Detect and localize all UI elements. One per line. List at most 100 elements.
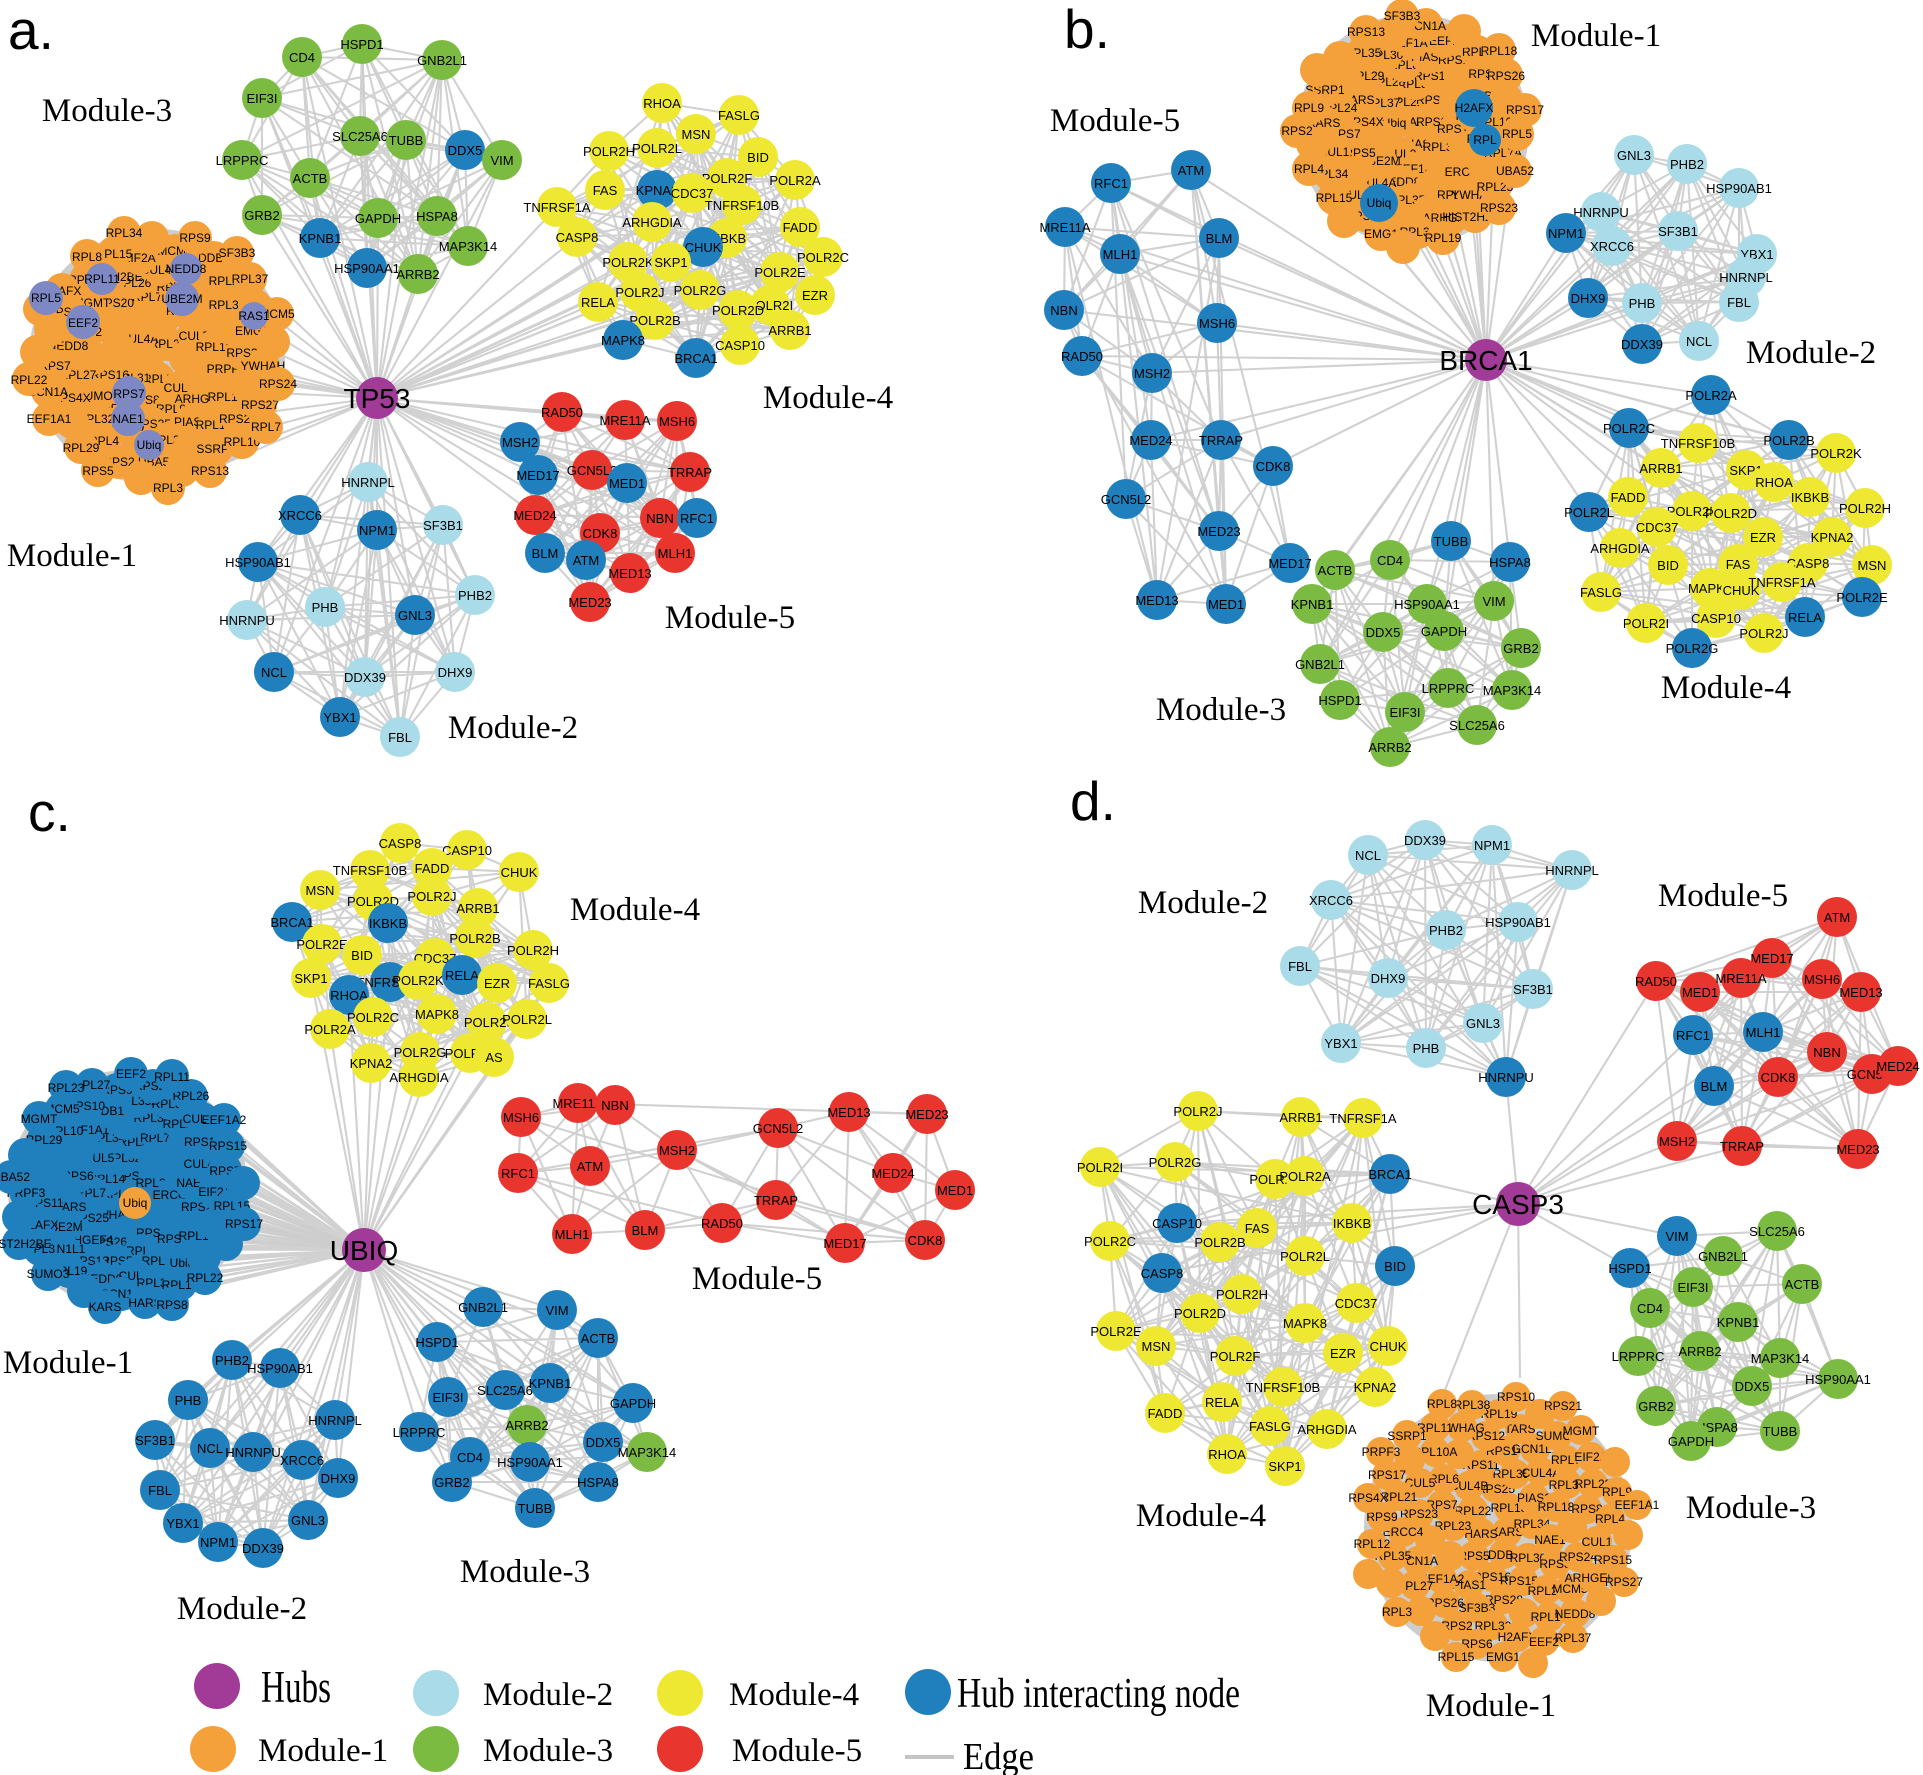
svg-text:MSN: MSN <box>682 127 711 142</box>
svg-text:POLR2H: POLR2H <box>583 144 635 159</box>
svg-text:PHB2: PHB2 <box>1670 157 1704 172</box>
svg-text:NCL: NCL <box>197 1441 223 1456</box>
svg-text:RPS17: RPS17 <box>1368 1468 1406 1482</box>
svg-text:RPL8: RPL8 <box>1427 1397 1457 1411</box>
svg-text:MAPK8: MAPK8 <box>415 1007 459 1022</box>
svg-text:DDX39: DDX39 <box>344 670 386 685</box>
svg-text:TARS: TARS <box>1504 1422 1535 1436</box>
svg-text:TRRAP: TRRAP <box>1199 433 1243 448</box>
svg-text:SF3B3: SF3B3 <box>219 246 256 260</box>
svg-text:HNRNPL: HNRNPL <box>308 1413 361 1428</box>
svg-text:RPL5: RPL5 <box>31 291 61 305</box>
svg-text:RPS6: RPS6 <box>1461 1637 1493 1651</box>
svg-text:CHUK: CHUK <box>1370 1339 1407 1354</box>
svg-text:ARHGDIA: ARHGDIA <box>1590 541 1650 556</box>
svg-text:TRRAP: TRRAP <box>1720 1139 1764 1154</box>
svg-text:POLR2K: POLR2K <box>1810 446 1862 461</box>
svg-text:RPL7: RPL7 <box>251 420 281 434</box>
svg-text:H2AFX: H2AFX <box>1455 101 1494 115</box>
svg-text:FASLG: FASLG <box>1580 585 1622 600</box>
svg-text:EZR: EZR <box>1750 530 1776 545</box>
svg-text:TNFRSF1A: TNFRSF1A <box>1748 575 1816 590</box>
svg-text:RPL15: RPL15 <box>1316 191 1353 205</box>
svg-text:RPL26: RPL26 <box>173 1089 210 1103</box>
svg-text:RPL32: RPL32 <box>1475 1619 1512 1633</box>
svg-text:NPM1: NPM1 <box>1548 226 1584 241</box>
svg-text:RPS8: RPS8 <box>156 1298 188 1312</box>
svg-text:GNL3: GNL3 <box>1617 148 1651 163</box>
svg-text:IKBKB: IKBKB <box>1791 490 1829 505</box>
svg-text:POLR2D: POLR2D <box>712 303 764 318</box>
svg-text:MRE11A: MRE11A <box>599 413 650 428</box>
svg-text:POLR2H: POLR2H <box>1839 501 1891 516</box>
svg-text:RELA: RELA <box>445 968 479 983</box>
svg-text:RPS13: RPS13 <box>1347 25 1385 39</box>
svg-text:MAP3K14: MAP3K14 <box>618 1445 677 1460</box>
svg-text:GRB2: GRB2 <box>434 1475 469 1490</box>
svg-text:MSN: MSN <box>1858 558 1887 573</box>
svg-text:CHUK: CHUK <box>501 865 538 880</box>
svg-text:BID: BID <box>1657 558 1679 573</box>
svg-text:MRE11A: MRE11A <box>1715 971 1766 986</box>
svg-text:CASP8: CASP8 <box>556 230 599 245</box>
svg-text:DDX39: DDX39 <box>1621 337 1663 352</box>
svg-text:BID: BID <box>747 150 769 165</box>
svg-text:RFC1: RFC1 <box>680 511 714 526</box>
svg-text:FAS: FAS <box>1245 1221 1270 1236</box>
svg-text:HNRNPU: HNRNPU <box>225 1445 281 1460</box>
svg-text:Module-3: Module-3 <box>42 93 172 129</box>
svg-text:Module-5: Module-5 <box>1658 878 1788 914</box>
svg-text:MED1: MED1 <box>1208 597 1244 612</box>
svg-text:RPL12: RPL12 <box>1354 1537 1391 1551</box>
svg-text:HARS: HARS <box>1464 1527 1497 1541</box>
svg-text:TUBB: TUBB <box>389 133 424 148</box>
svg-text:BLM: BLM <box>1701 1079 1728 1094</box>
svg-text:LRPPRC: LRPPRC <box>216 153 269 168</box>
svg-text:POLR2H: POLR2H <box>507 943 559 958</box>
svg-text:NCL: NCL <box>1686 334 1712 349</box>
svg-text:RPL38: RPL38 <box>1454 1398 1491 1412</box>
svg-text:TNFRSF10B: TNFRSF10B <box>705 198 779 213</box>
svg-text:RPS7: RPS7 <box>1426 1498 1458 1512</box>
svg-text:MCM5: MCM5 <box>1552 1582 1588 1596</box>
svg-text:SCN1A: SCN1A <box>1398 1554 1438 1568</box>
svg-text:DHX9: DHX9 <box>438 665 473 680</box>
svg-text:RPL3: RPL3 <box>153 481 183 495</box>
svg-text:GNB2L1: GNB2L1 <box>1698 1249 1748 1264</box>
svg-text:MED23: MED23 <box>905 1107 948 1122</box>
svg-text:Module-4: Module-4 <box>763 380 893 416</box>
svg-text:TNFRSF1A: TNFRSF1A <box>1329 1111 1397 1126</box>
svg-text:Module-5: Module-5 <box>665 600 795 636</box>
svg-text:SUMO3: SUMO3 <box>27 1267 70 1281</box>
svg-text:CASP8: CASP8 <box>1787 556 1830 571</box>
svg-text:RPS2: RPS2 <box>1441 1619 1473 1633</box>
svg-text:MAPK8: MAPK8 <box>1688 581 1732 596</box>
svg-text:RPS10: RPS10 <box>1497 1390 1535 1404</box>
svg-text:POLR2C: POLR2C <box>1603 421 1655 436</box>
svg-text:RPL11: RPL11 <box>154 1070 190 1084</box>
svg-text:VIM: VIM <box>1665 1229 1688 1244</box>
svg-text:EIF3I: EIF3I <box>246 91 277 106</box>
svg-text:Hub interacting node: Hub interacting node <box>957 1671 1240 1717</box>
svg-text:ARRB2: ARRB2 <box>1678 1344 1721 1359</box>
svg-text:NAE1: NAE1 <box>1534 1533 1566 1547</box>
svg-text:RPL30: RPL30 <box>1510 1551 1547 1565</box>
svg-text:EEF2: EEF2 <box>116 1067 146 1081</box>
svg-text:SSRP1: SSRP1 <box>1387 1429 1427 1443</box>
svg-text:NCL: NCL <box>261 665 287 680</box>
svg-text:RAD50: RAD50 <box>541 405 583 420</box>
svg-text:Ubiq: Ubiq <box>123 1196 148 1210</box>
svg-text:DDX39: DDX39 <box>242 1541 284 1556</box>
svg-text:HSP90AB1: HSP90AB1 <box>225 555 291 570</box>
svg-text:POLR2B: POLR2B <box>1763 433 1814 448</box>
svg-text:HSPD1: HSPD1 <box>415 1335 458 1350</box>
svg-text:EZR: EZR <box>484 976 510 991</box>
svg-text:RPS27: RPS27 <box>1605 1575 1643 1589</box>
svg-text:KPNB1: KPNB1 <box>299 231 342 246</box>
svg-text:LRPPRC: LRPPRC <box>1612 1349 1665 1364</box>
svg-text:TUBB: TUBB <box>518 1501 553 1516</box>
svg-text:RPL19: RPL19 <box>1425 231 1462 245</box>
svg-text:GRB2: GRB2 <box>1503 641 1538 656</box>
svg-text:GAPDH: GAPDH <box>1668 1434 1714 1449</box>
svg-text:HNRNPU: HNRNPU <box>1478 1070 1534 1085</box>
